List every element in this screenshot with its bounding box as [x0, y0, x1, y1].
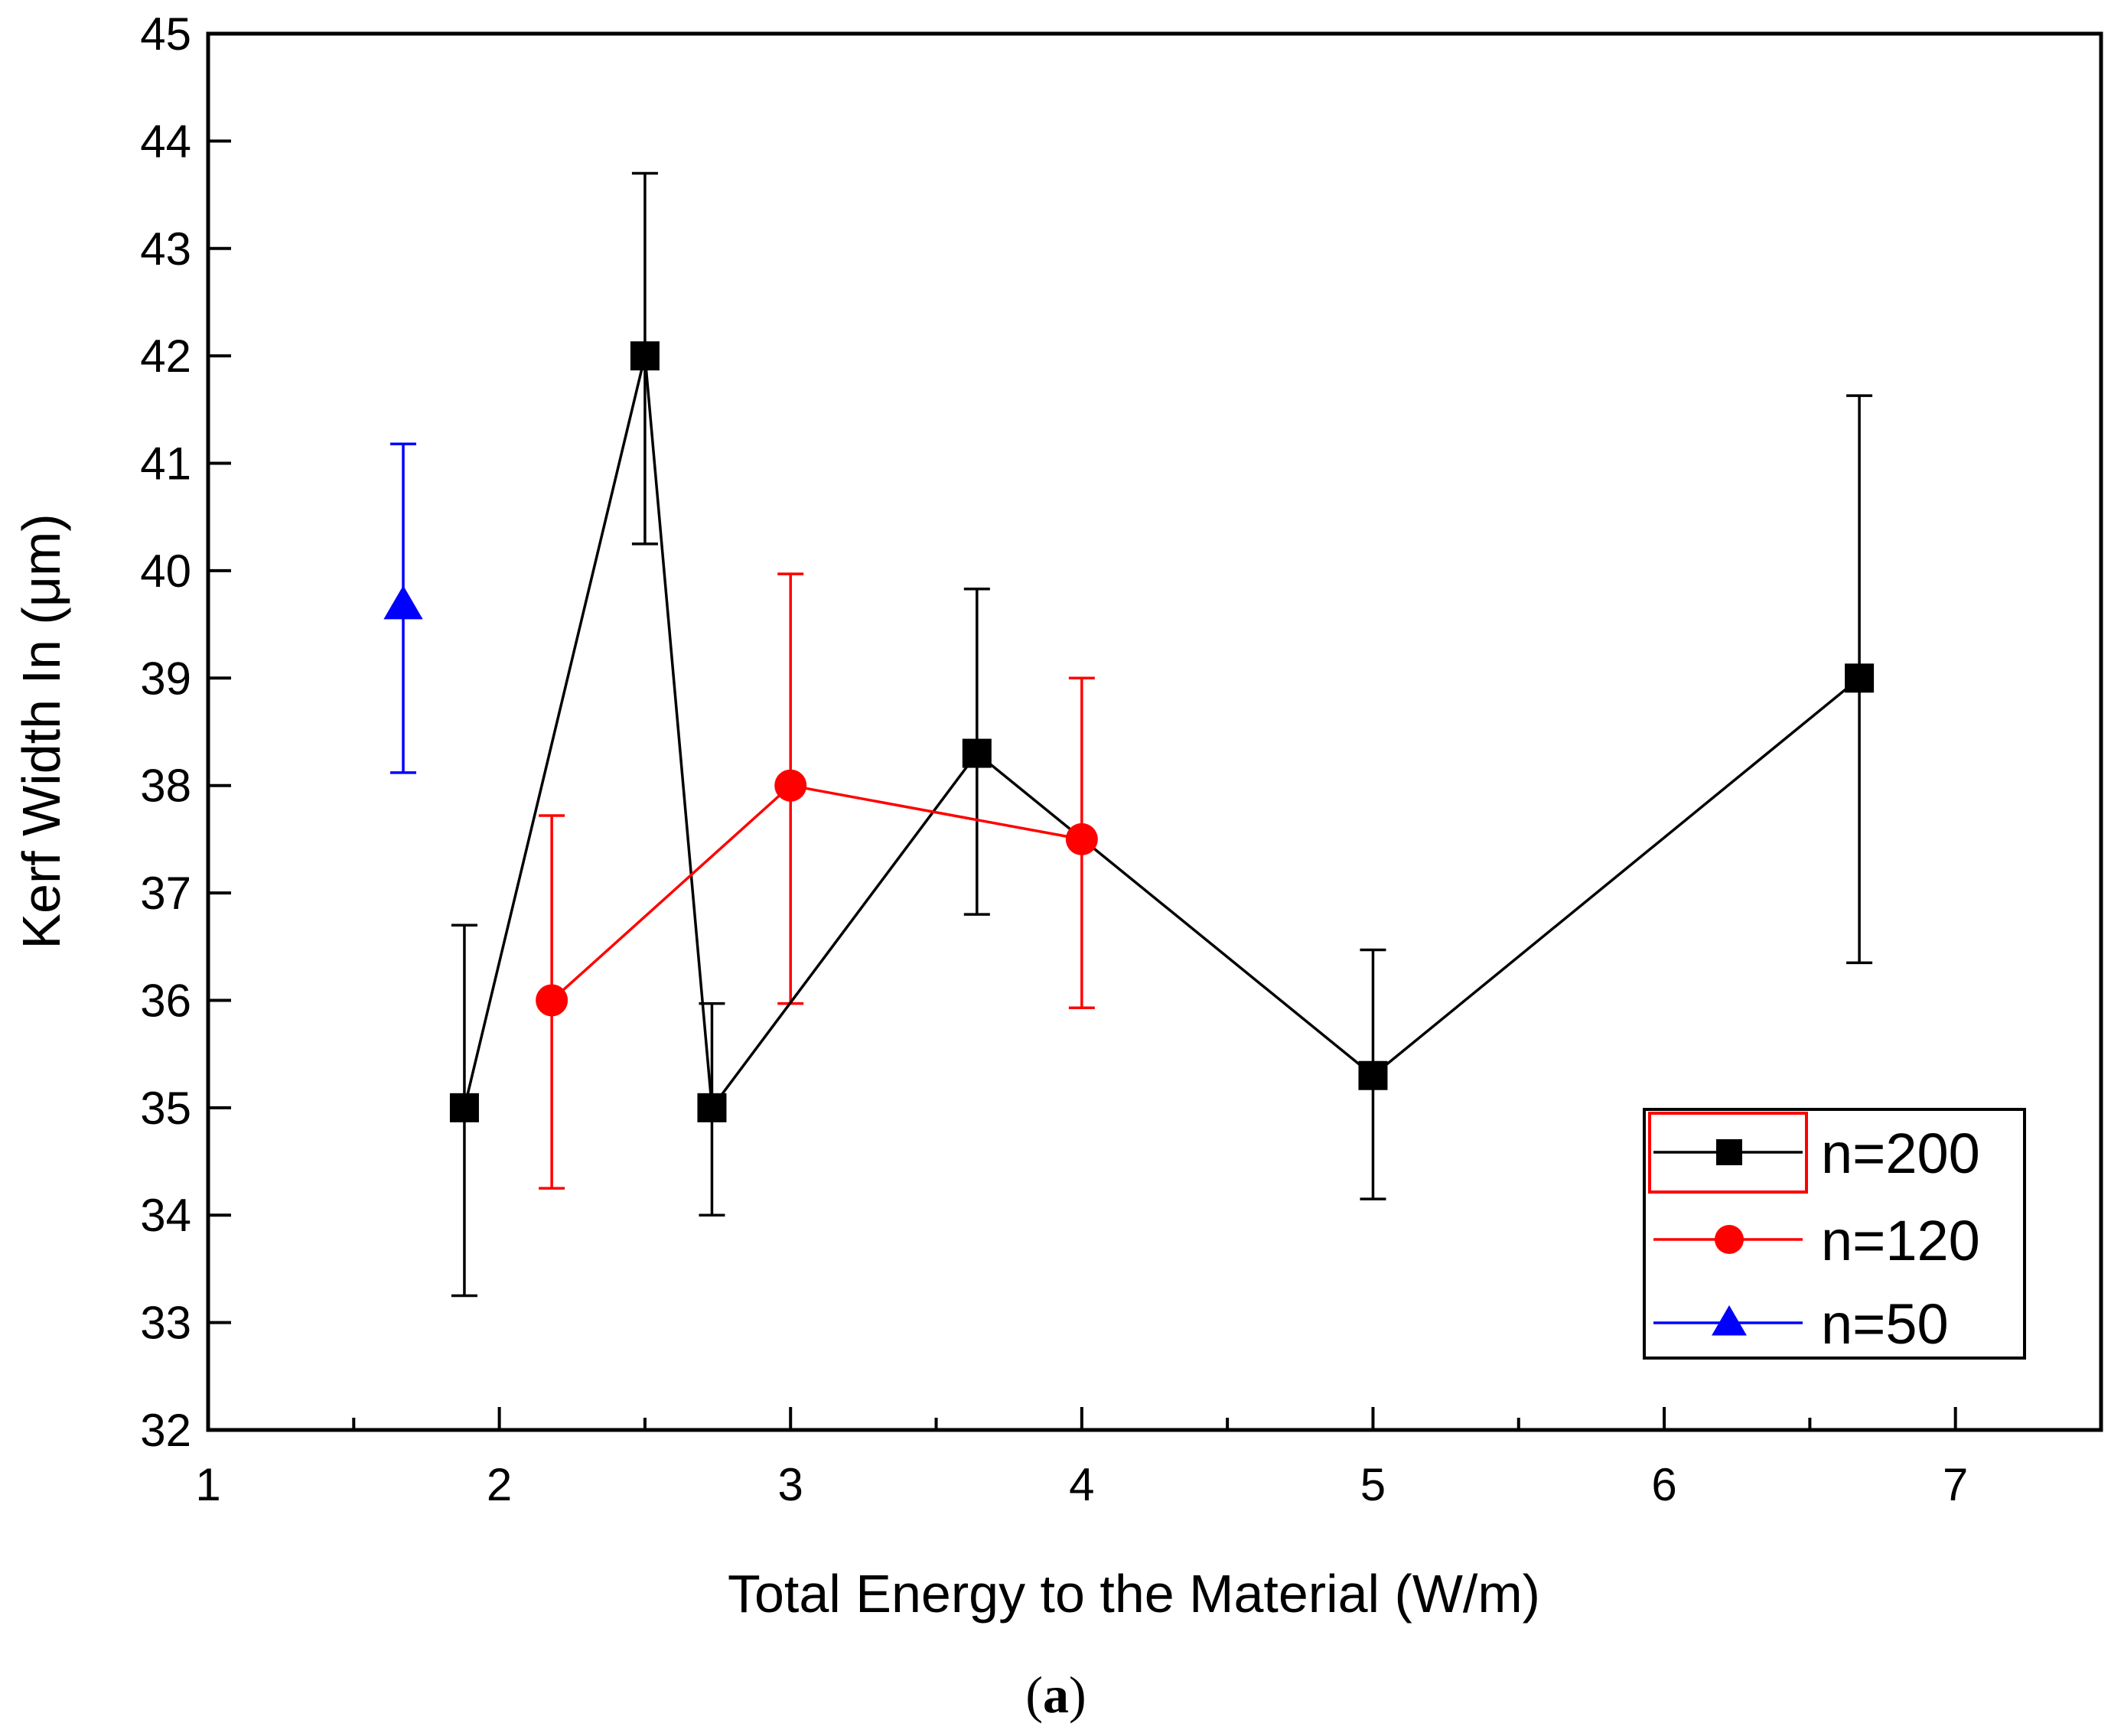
y-tick-label: 43: [140, 223, 191, 275]
y-tick-label: 36: [140, 975, 191, 1026]
x-tick-label: 7: [1943, 1459, 1968, 1510]
plot-area-frame: [206, 31, 2103, 1432]
legend-label-n120: n=120: [1821, 1209, 1980, 1272]
marker-layer: [383, 341, 1875, 1122]
x-tick-label: 3: [778, 1459, 803, 1510]
data-point-n200: [630, 341, 660, 371]
y-tick-label: 34: [140, 1190, 191, 1241]
data-point-n50: [383, 585, 423, 620]
x-tick-label: 2: [487, 1459, 512, 1510]
caption-close-paren: ): [1069, 1666, 1086, 1724]
series-line-n200: [463, 355, 1861, 1112]
legend-marker-n200: [1716, 1139, 1742, 1165]
y-tick-label: 33: [140, 1298, 191, 1349]
data-point-n120: [1065, 822, 1098, 855]
y-tick-label: 35: [140, 1083, 191, 1134]
x-axis-title: Total Energy to the Material (W/m): [728, 1564, 1540, 1624]
data-point-n200: [697, 1093, 727, 1122]
x-tick-label: 4: [1069, 1459, 1094, 1510]
y-tick-label: 38: [140, 761, 191, 812]
y-tick-label: 41: [140, 438, 191, 490]
x-tick-label: 1: [195, 1459, 220, 1510]
y-tick-label: 39: [140, 653, 191, 704]
y-axis-title: Kerf Width In (μm): [11, 513, 71, 949]
legend-marker-n120: [1715, 1225, 1744, 1254]
legend-marker-n50: [1712, 1305, 1747, 1336]
legend-label-n200: n=200: [1821, 1122, 1980, 1185]
y-tick-label: 40: [140, 546, 191, 597]
legend-box: [1643, 1108, 2026, 1360]
x-tick-label: 5: [1360, 1459, 1386, 1510]
y-tick-label: 42: [140, 331, 191, 382]
data-point-n120: [774, 769, 807, 802]
legend: n=200 n=120 n=50: [1643, 1108, 2026, 1360]
y-tick-label: 37: [140, 868, 191, 919]
caption-letter: a: [1043, 1666, 1069, 1724]
legend-label-n50: n=50: [1821, 1292, 1949, 1356]
data-point-n200: [1845, 663, 1875, 693]
caption-open-paren: (: [1025, 1666, 1043, 1724]
y-tick-label: 32: [140, 1405, 191, 1456]
data-point-n200: [962, 738, 992, 768]
y-tick-label: 44: [140, 116, 191, 167]
y-tick-label: 45: [140, 8, 191, 60]
x-tick-label: 6: [1651, 1459, 1676, 1510]
data-point-n200: [449, 1093, 479, 1122]
legend-selection-box: [1648, 1112, 1808, 1194]
figure-caption: (a): [1025, 1666, 1086, 1724]
data-point-n200: [1358, 1060, 1388, 1090]
data-point-n120: [536, 984, 568, 1017]
